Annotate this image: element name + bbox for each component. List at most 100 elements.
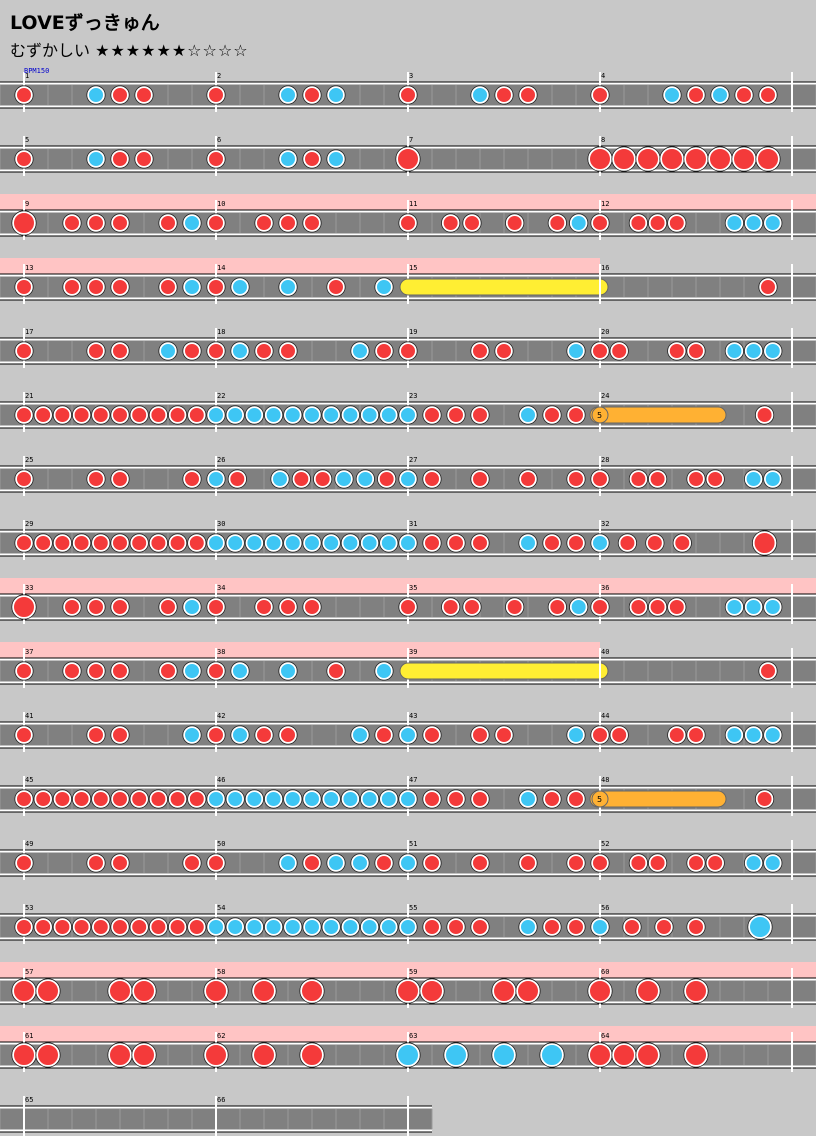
ka-note-outline: [379, 789, 399, 809]
don-note-outline: [158, 661, 178, 681]
don-note-outline: [302, 213, 322, 233]
ka-note: [245, 790, 264, 808]
measure-number: 32: [601, 520, 609, 528]
ka-note: [763, 598, 782, 616]
don-note-outline: [254, 341, 274, 361]
don-note: [471, 470, 489, 488]
don-note: [687, 86, 705, 104]
don-note-outline: [398, 213, 418, 233]
don-note-outline: [494, 85, 514, 105]
don-note-outline: [446, 533, 466, 553]
big-don-note: [660, 147, 684, 171]
don-note-outline: [374, 725, 394, 745]
ka-note: [207, 918, 225, 936]
ka-note: [283, 790, 302, 808]
don-note-outline: [705, 853, 725, 873]
don-note: [15, 470, 33, 488]
ka-note-outline: [230, 341, 250, 361]
ka-note-outline: [398, 405, 418, 425]
ka-note-outline: [263, 405, 284, 425]
don-note-outline: [302, 853, 322, 873]
don-note-outline: [278, 213, 298, 233]
don-note: [15, 790, 33, 808]
ka-note-outline: [182, 597, 202, 617]
ka-note: [360, 406, 379, 424]
don-note: [623, 918, 641, 936]
big-don-note: [756, 147, 780, 171]
don-note: [159, 214, 177, 232]
don-note: [149, 406, 168, 424]
big-don-note: [252, 979, 276, 1003]
ka-note: [327, 854, 345, 872]
big-don-note-outline: [635, 978, 661, 1004]
don-note: [187, 534, 206, 552]
don-note: [471, 406, 489, 424]
big-don-note: [636, 979, 660, 1003]
big-don-note-outline: [35, 978, 61, 1004]
don-note: [648, 214, 667, 232]
don-note: [207, 854, 225, 872]
don-note: [207, 278, 225, 296]
ka-note-outline: [230, 725, 250, 745]
don-note: [91, 790, 110, 808]
big-don-note: [684, 1043, 708, 1067]
ka-note-outline: [590, 533, 610, 553]
measure-number: 21: [25, 392, 33, 400]
don-note-outline: [110, 661, 130, 681]
big-don-note: [108, 979, 132, 1003]
measure-number: 16: [601, 264, 609, 272]
don-note-outline: [14, 85, 34, 105]
don-note-outline: [667, 213, 687, 233]
measure-number: 55: [409, 904, 417, 912]
ka-note: [279, 854, 297, 872]
ka-note: [264, 534, 283, 552]
don-note: [447, 918, 465, 936]
don-note-outline: [470, 341, 490, 361]
ka-note: [226, 534, 245, 552]
don-note-outline: [254, 597, 274, 617]
don-note-outline: [542, 533, 562, 553]
don-note: [471, 854, 489, 872]
measure-number: 54: [217, 904, 225, 912]
ka-note-outline: [763, 853, 783, 873]
don-note-outline: [72, 533, 92, 553]
don-note-outline: [62, 213, 82, 233]
big-don-note-outline: [683, 1042, 709, 1068]
don-note-outline: [302, 85, 322, 105]
ka-note-outline: [321, 789, 341, 809]
ka-note: [226, 918, 245, 936]
ka-note-outline: [225, 917, 245, 937]
don-note: [543, 790, 561, 808]
don-note: [629, 214, 648, 232]
difficulty-stars: ★★★★★★☆☆☆☆: [95, 41, 249, 60]
ka-note: [744, 342, 763, 360]
big-ka-note-outline: [395, 1042, 421, 1068]
don-note: [543, 534, 561, 552]
big-don-note-outline: [131, 978, 157, 1004]
don-note: [591, 726, 609, 744]
ka-note: [744, 854, 763, 872]
ka-note: [399, 854, 417, 872]
don-note: [15, 406, 33, 424]
don-note: [34, 406, 53, 424]
don-note-outline: [14, 853, 34, 873]
don-note-outline: [206, 213, 226, 233]
don-note: [15, 278, 33, 296]
don-note-outline: [590, 85, 610, 105]
don-note: [667, 214, 686, 232]
measure-number: 58: [217, 968, 225, 976]
ka-note: [303, 534, 321, 552]
ka-note-outline: [230, 661, 250, 681]
ka-note-outline: [321, 405, 341, 425]
big-don-note: [300, 1043, 324, 1067]
ka-note: [226, 790, 245, 808]
ka-note-outline: [263, 789, 284, 809]
ka-note: [207, 790, 225, 808]
don-note-outline: [374, 853, 394, 873]
ka-note-outline: [379, 533, 399, 553]
ka-note-outline: [326, 853, 346, 873]
big-ka-note: [396, 1043, 420, 1067]
don-note: [207, 342, 225, 360]
don-note-outline: [110, 85, 130, 105]
don-note: [111, 470, 129, 488]
